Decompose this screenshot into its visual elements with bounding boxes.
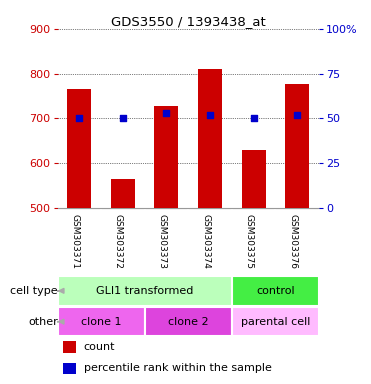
Text: count: count bbox=[84, 342, 115, 352]
Text: control: control bbox=[256, 286, 295, 296]
Bar bbox=[111, 179, 135, 208]
Text: other: other bbox=[28, 317, 58, 327]
Text: parental cell: parental cell bbox=[241, 317, 310, 327]
Bar bbox=[67, 89, 91, 208]
Title: GDS3550 / 1393438_at: GDS3550 / 1393438_at bbox=[111, 15, 266, 28]
Bar bbox=[58, 276, 232, 306]
Bar bbox=[232, 307, 319, 336]
Bar bbox=[63, 362, 76, 374]
Point bbox=[251, 116, 257, 122]
Bar bbox=[242, 150, 266, 208]
Text: percentile rank within the sample: percentile rank within the sample bbox=[84, 364, 272, 374]
Text: GSM303372: GSM303372 bbox=[114, 214, 123, 268]
Text: GLI1 transformed: GLI1 transformed bbox=[96, 286, 193, 296]
Point bbox=[120, 116, 126, 122]
Bar bbox=[145, 307, 232, 336]
Point bbox=[294, 112, 300, 118]
Text: GSM303371: GSM303371 bbox=[70, 214, 79, 268]
Point bbox=[164, 110, 170, 116]
Text: GSM303373: GSM303373 bbox=[157, 214, 167, 268]
Text: GSM303374: GSM303374 bbox=[201, 214, 210, 268]
Text: GSM303376: GSM303376 bbox=[288, 214, 297, 268]
Bar bbox=[285, 83, 309, 208]
Bar bbox=[63, 341, 76, 353]
Point bbox=[76, 116, 82, 122]
Text: clone 2: clone 2 bbox=[168, 317, 209, 327]
Text: cell type: cell type bbox=[10, 286, 58, 296]
Bar bbox=[154, 106, 178, 208]
Text: clone 1: clone 1 bbox=[81, 317, 121, 327]
Bar bbox=[232, 276, 319, 306]
Text: GSM303375: GSM303375 bbox=[244, 214, 254, 268]
Bar bbox=[198, 69, 222, 208]
Point bbox=[207, 112, 213, 118]
Bar bbox=[58, 307, 145, 336]
